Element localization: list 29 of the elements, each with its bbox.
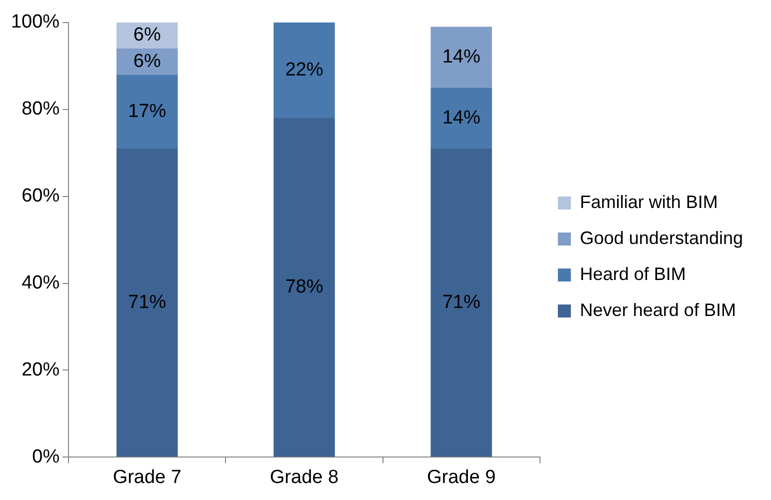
bar — [274, 118, 335, 457]
data-label: 71% — [442, 292, 480, 313]
legend-label: Familiar with BIM — [580, 192, 718, 212]
bar — [116, 74, 178, 148]
bar — [116, 148, 178, 457]
data-label: 6% — [133, 24, 161, 46]
y-tick-label: 80% — [22, 98, 60, 120]
y-tick-label: 40% — [22, 272, 60, 294]
bar — [430, 148, 492, 457]
data-label: 14% — [442, 107, 480, 128]
x-tick-label: Grade 7 — [112, 466, 182, 488]
legend-label: Good understanding — [580, 228, 743, 248]
legend-label: Never heard of BIM — [580, 300, 736, 320]
data-label: 17% — [128, 100, 166, 122]
legend-label: Heard of BIM — [580, 264, 686, 284]
y-tick-label: 0% — [32, 446, 60, 468]
data-label: 78% — [285, 276, 324, 298]
data-label: 71% — [128, 292, 166, 313]
data-label: 22% — [285, 59, 324, 80]
y-tick-label: 20% — [22, 359, 60, 380]
x-tick-label: Grade 8 — [270, 466, 339, 488]
x-tick-label: Grade 9 — [427, 466, 496, 488]
bar — [430, 26, 492, 88]
bar — [430, 88, 492, 148]
bar — [274, 22, 335, 118]
y-tick-label: 100% — [10, 12, 60, 33]
data-label: 6% — [133, 50, 161, 72]
y-tick-label: 60% — [22, 186, 60, 207]
data-label: 14% — [442, 46, 480, 68]
